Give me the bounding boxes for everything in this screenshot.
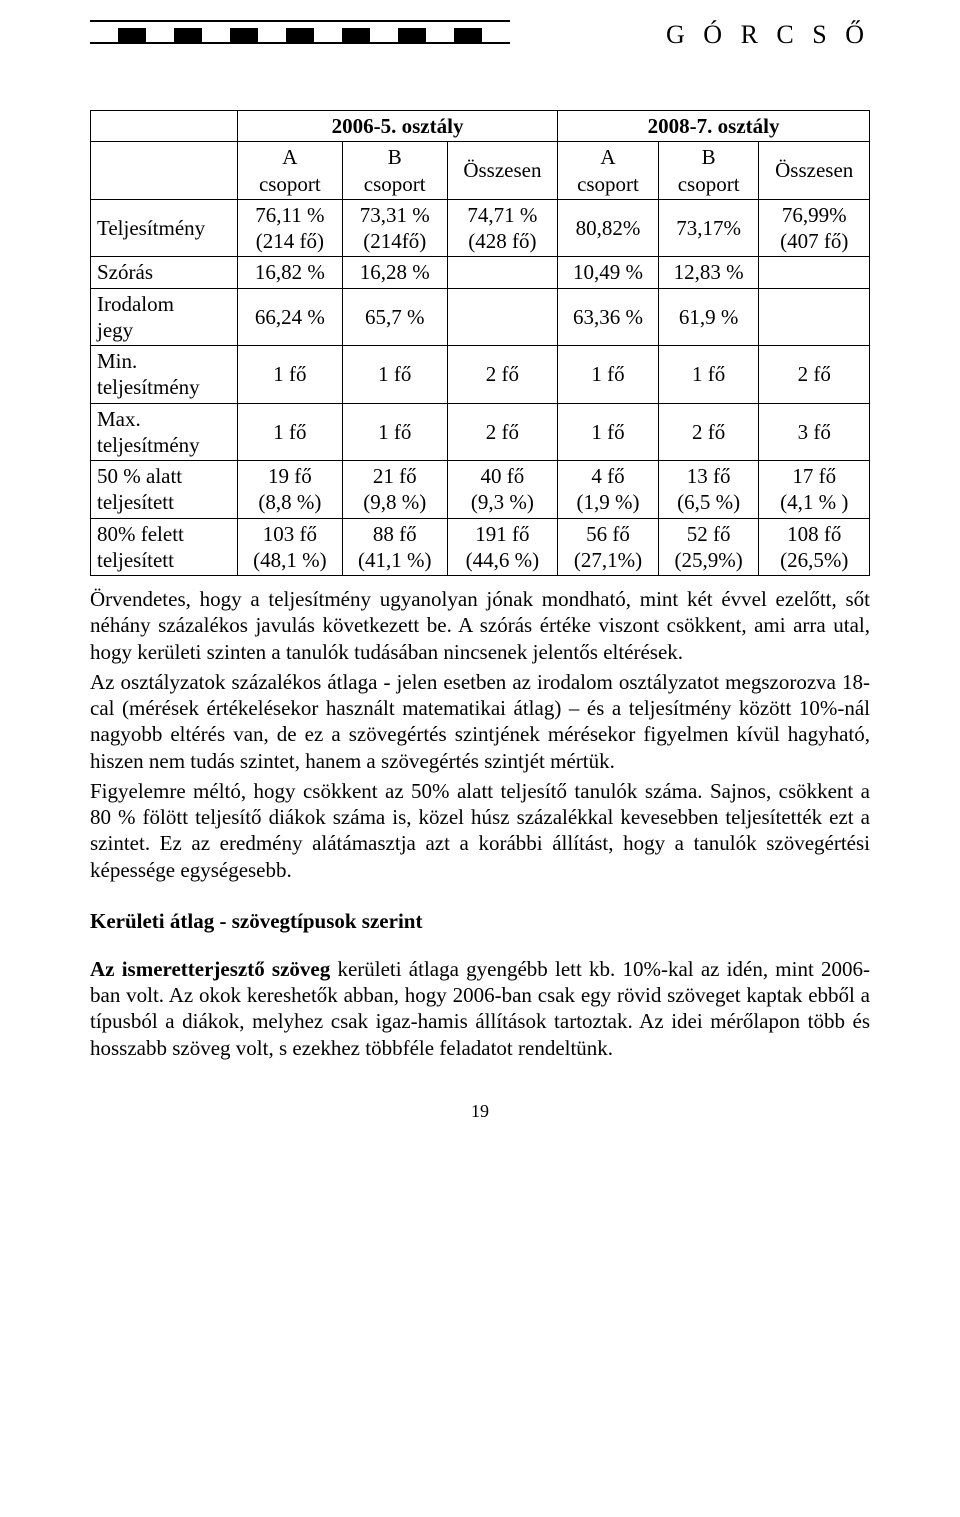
row-label: Szórás xyxy=(91,257,238,288)
table-cell: 2 fő xyxy=(759,346,870,404)
table-cell: 65,7 % xyxy=(342,288,447,346)
table-cell: 2 fő xyxy=(658,403,759,461)
table-cell: 76,99% (407 fő) xyxy=(759,199,870,257)
table-row: Min. teljesítmény1 fő1 fő2 fő1 fő1 fő2 f… xyxy=(91,346,870,404)
table-cell: 80,82% xyxy=(558,199,659,257)
page-header: G Ó R C S Ő xyxy=(90,20,870,50)
table-cell: 16,28 % xyxy=(342,257,447,288)
paragraph: Figyelemre méltó, hogy csökkent az 50% a… xyxy=(90,778,870,883)
table-cell: 2 fő xyxy=(447,346,558,404)
row-label: Irodalom jegy xyxy=(91,288,238,346)
table-cell: 13 fő (6,5 %) xyxy=(658,461,759,519)
paragraph: Az ismeretterjesztő szöveg kerületi átla… xyxy=(90,956,870,1061)
table-cell: 74,71 % (428 fő) xyxy=(447,199,558,257)
brand-title: G Ó R C S Ő xyxy=(666,20,870,50)
table-cell: 4 fő (1,9 %) xyxy=(558,461,659,519)
col-group-2: 2008-7. osztály xyxy=(558,111,870,142)
table-cell: 1 fő xyxy=(342,403,447,461)
row-label: Teljesítmény xyxy=(91,199,238,257)
table-cell: 73,17% xyxy=(658,199,759,257)
table-cell: 88 fő (41,1 %) xyxy=(342,518,447,576)
table-cell: 1 fő xyxy=(558,403,659,461)
table-header-row: A csoport B csoport Összesen A csoport B… xyxy=(91,142,870,200)
table-cell: 52 fő (25,9%) xyxy=(658,518,759,576)
table-cell: 76,11 % (214 fő) xyxy=(237,199,342,257)
col-header: A csoport xyxy=(558,142,659,200)
table-row: 80% felett teljesített103 fő (48,1 %)88 … xyxy=(91,518,870,576)
table-cell: 2 fő xyxy=(447,403,558,461)
table-cell: 17 fő (4,1 % ) xyxy=(759,461,870,519)
col-header: B csoport xyxy=(658,142,759,200)
col-header: Összesen xyxy=(759,142,870,200)
table-cell: 63,36 % xyxy=(558,288,659,346)
table-cell: 19 fő (8,8 %) xyxy=(237,461,342,519)
table-cell xyxy=(759,257,870,288)
table-cell: 21 fő (9,8 %) xyxy=(342,461,447,519)
table-cell: 1 fő xyxy=(558,346,659,404)
data-table: 2006-5. osztály 2008-7. osztály A csopor… xyxy=(90,110,870,576)
table-cell: 1 fő xyxy=(237,403,342,461)
subheading: Kerületi átlag - szövegtípusok szerint xyxy=(90,909,870,934)
table-cell: 1 fő xyxy=(342,346,447,404)
col-header: B csoport xyxy=(342,142,447,200)
table-cell: 73,31 % (214fő) xyxy=(342,199,447,257)
paragraph: Örvendetes, hogy a teljesítmény ugyanoly… xyxy=(90,586,870,665)
table-cell: 66,24 % xyxy=(237,288,342,346)
page-number: 19 xyxy=(90,1101,870,1122)
paragraph: Az osztályzatok százalékos átlaga - jele… xyxy=(90,669,870,774)
table-cell: 108 fő (26,5%) xyxy=(759,518,870,576)
row-label: 50 % alatt teljesített xyxy=(91,461,238,519)
bold-lead: Az ismeretterjesztő szöveg xyxy=(90,957,330,981)
col-header: Összesen xyxy=(447,142,558,200)
checker-pattern xyxy=(90,20,510,44)
row-label: Max. teljesítmény xyxy=(91,403,238,461)
col-header: A csoport xyxy=(237,142,342,200)
table-cell: 191 fő (44,6 %) xyxy=(447,518,558,576)
table-row: Teljesítmény76,11 % (214 fő)73,31 % (214… xyxy=(91,199,870,257)
table-cell: 56 fő (27,1%) xyxy=(558,518,659,576)
table-row: Irodalom jegy66,24 %65,7 % 63,36 %61,9 % xyxy=(91,288,870,346)
table-cell: 1 fő xyxy=(237,346,342,404)
col-group-1: 2006-5. osztály xyxy=(237,111,557,142)
row-label: Min. teljesítmény xyxy=(91,346,238,404)
row-label: 80% felett teljesített xyxy=(91,518,238,576)
table-cell xyxy=(759,288,870,346)
table-cell: 10,49 % xyxy=(558,257,659,288)
table-cell: 12,83 % xyxy=(658,257,759,288)
table-row: Max. teljesítmény1 fő1 fő2 fő1 fő2 fő3 f… xyxy=(91,403,870,461)
table-cell: 16,82 % xyxy=(237,257,342,288)
table-row: 50 % alatt teljesített19 fő (8,8 %)21 fő… xyxy=(91,461,870,519)
table-cell: 61,9 % xyxy=(658,288,759,346)
table-cell: 1 fő xyxy=(658,346,759,404)
table-corner xyxy=(91,111,238,142)
table-cell xyxy=(447,288,558,346)
table-cell xyxy=(447,257,558,288)
table-cell: 3 fő xyxy=(759,403,870,461)
table-cell: 40 fő (9,3 %) xyxy=(447,461,558,519)
table-cell: 103 fő (48,1 %) xyxy=(237,518,342,576)
table-row: Szórás16,82 %16,28 % 10,49 %12,83 % xyxy=(91,257,870,288)
